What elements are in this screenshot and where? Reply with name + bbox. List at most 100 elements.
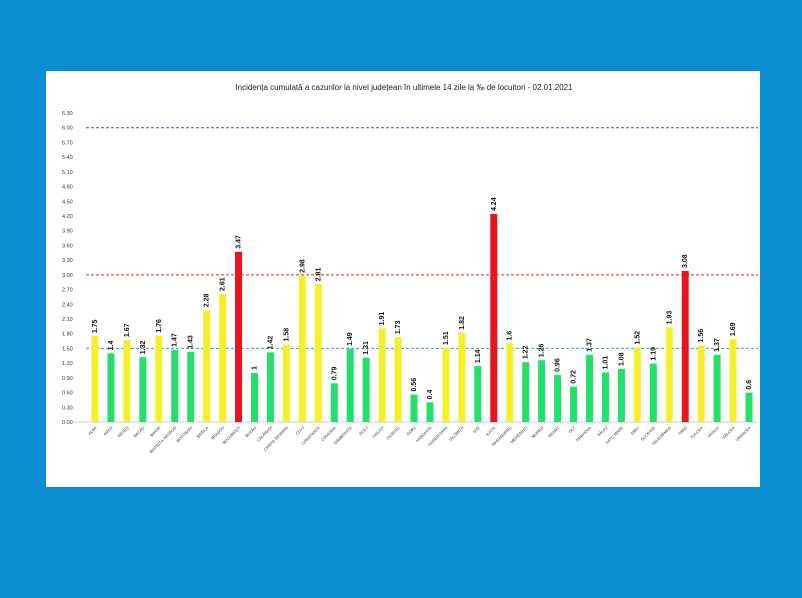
category-label: BRAȘOV (210, 425, 226, 441)
y-tick-label: 5.70 (62, 140, 73, 146)
value-label: 1.43 (188, 335, 195, 349)
value-label: 1.73 (395, 320, 402, 334)
value-label: 4.24 (491, 197, 498, 211)
value-label: 1.47 (172, 333, 179, 347)
bar (713, 354, 721, 422)
bar (601, 372, 609, 422)
y-tick-label: 2.40 (62, 302, 73, 308)
y-tick-label: 2.10 (62, 317, 73, 323)
y-tick-label: 6.30 (62, 111, 73, 117)
incidence-chart: Incidența cumulată a cazurilor la nivel … (62, 83, 758, 454)
bar (570, 386, 578, 422)
value-label: 1.22 (523, 345, 530, 359)
chart-title: Incidența cumulată a cazurilor la nivel … (235, 83, 573, 92)
bar (410, 394, 418, 422)
bar (442, 347, 450, 422)
bar (139, 357, 147, 422)
y-tick-label: 0.90 (62, 376, 73, 382)
value-label: 1.69 (730, 322, 737, 336)
reference-lines (86, 127, 758, 349)
bar (697, 345, 705, 422)
value-label: 1.6 (507, 331, 514, 341)
value-label: 1.19 (650, 347, 657, 361)
category-label: ARGEȘ (116, 425, 130, 439)
bar (394, 337, 402, 422)
y-tick-label: 1.20 (62, 361, 73, 367)
bar (266, 352, 274, 422)
y-tick-label: 3.60 (62, 243, 73, 249)
bar (649, 363, 657, 422)
bar (346, 348, 354, 422)
value-label: 0.56 (411, 378, 418, 392)
bar (681, 270, 689, 422)
bar (378, 328, 386, 422)
value-labels: 1.75 1.4 1.67 1.32 1.76 1.47 1.43 2.28 2.61 3.47 1… (92, 197, 753, 399)
bar (155, 335, 163, 422)
y-tick-label: 4.50 (62, 199, 73, 205)
value-label: 1.52 (634, 331, 641, 345)
bar (314, 284, 322, 422)
bar (362, 357, 370, 422)
value-label: 0.4 (427, 390, 434, 400)
value-label: 1.76 (156, 319, 163, 333)
category-label: ALBA (87, 425, 98, 436)
value-label: 3.47 (236, 235, 243, 249)
bar (171, 349, 179, 422)
category-label: ARAD (102, 425, 113, 436)
value-label: 0.72 (571, 370, 578, 384)
category-label: MEHEDINȚI (509, 425, 528, 444)
value-label: 1.14 (475, 349, 482, 363)
y-tick-label: 0.00 (62, 420, 73, 426)
y-tick-label: 6.00 (62, 126, 73, 132)
y-tick-label: 4.20 (62, 214, 73, 220)
bar (745, 392, 753, 422)
bar (107, 353, 115, 422)
value-label: 0.6 (746, 380, 753, 390)
value-label: 1.93 (666, 311, 673, 325)
y-tick-label: 4.80 (62, 185, 73, 191)
category-label: SIBIU (629, 425, 640, 436)
value-label: 1.49 (347, 332, 354, 346)
y-tick-label: 1.80 (62, 332, 73, 338)
category-label: VÂLCEA (721, 425, 736, 440)
bar (617, 369, 625, 422)
category-label: CLUJ (294, 425, 305, 436)
category-label: VRANCEA (735, 425, 752, 442)
y-tick-label: 3.90 (62, 229, 73, 235)
category-label: DOLJ (358, 425, 369, 436)
bars (91, 214, 753, 422)
bar (554, 374, 562, 422)
value-label: 0.79 (331, 367, 338, 381)
bar (506, 343, 514, 422)
value-label: 1.37 (714, 338, 721, 352)
value-label: 0.96 (555, 358, 562, 372)
bar (219, 293, 227, 422)
bar (187, 351, 195, 422)
value-label: 1.31 (363, 341, 370, 355)
category-label: IAȘI (472, 425, 481, 434)
value-label: 1.01 (602, 356, 609, 370)
value-label: 1.91 (379, 312, 386, 326)
bar (298, 275, 306, 422)
bar (490, 214, 498, 422)
bar (665, 327, 673, 422)
category-label: TULCEA (689, 425, 704, 440)
bar (251, 372, 258, 422)
bar (538, 360, 546, 422)
bar (522, 362, 530, 422)
y-tick-label: 5.40 (62, 155, 73, 161)
value-label: 1.32 (140, 341, 147, 355)
category-label: BIHOR (149, 425, 162, 438)
category-label: VASLUI (706, 425, 719, 438)
category-label: IALOMIȚA (448, 425, 465, 442)
bar (203, 310, 211, 422)
value-label: 1.56 (698, 329, 705, 343)
y-tick-label: 0.30 (62, 405, 73, 411)
value-label: 1 (252, 366, 259, 370)
value-label: 1.26 (539, 343, 546, 357)
category-label: TIMIȘ (677, 425, 688, 436)
value-label: 1.42 (267, 336, 274, 350)
bar (633, 347, 641, 422)
y-tick-label: 3.30 (62, 258, 73, 264)
chart-panel: Incidența cumulată a cazurilor la nivel … (46, 71, 760, 487)
